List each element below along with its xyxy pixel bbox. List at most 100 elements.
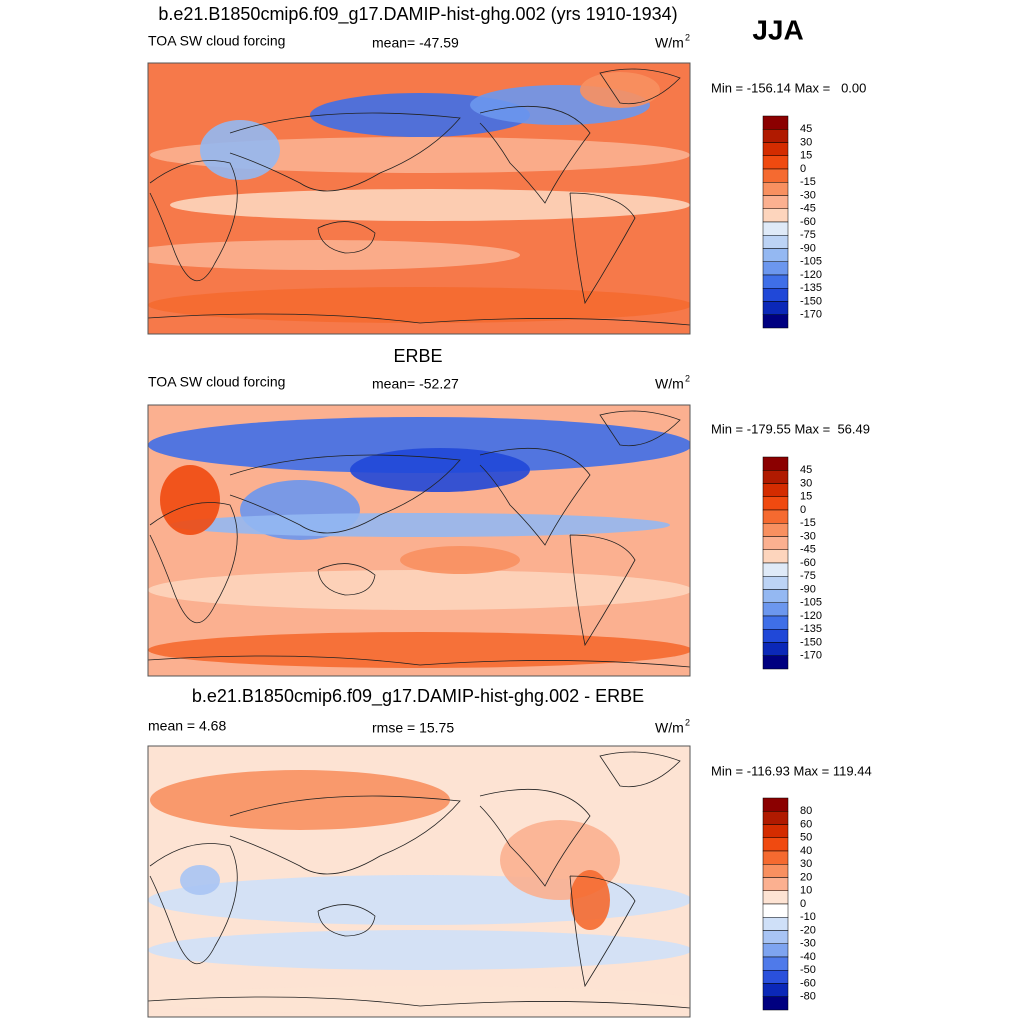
map-region	[180, 865, 220, 895]
colorbar-label: 30	[800, 858, 812, 870]
colorbar-label: -105	[800, 256, 822, 268]
map-region	[150, 137, 690, 173]
center-label: mean= -47.59	[372, 35, 459, 51]
coastline	[229, 795, 461, 875]
colorbar-box	[762, 301, 789, 315]
map-region	[350, 448, 530, 492]
colorbar-box	[762, 864, 789, 878]
colorbar-label: 45	[800, 123, 812, 135]
colorbar-box	[762, 576, 789, 590]
colorbar-label: -15	[800, 517, 816, 529]
min-max: Min = -179.55 Max = 56.49	[711, 421, 870, 436]
map-region	[148, 986, 690, 1014]
colorbar-box	[762, 168, 789, 183]
map-region	[148, 417, 690, 473]
colorbar-box	[762, 129, 789, 143]
colorbar-label: -150	[800, 636, 822, 648]
colorbar-box	[762, 221, 789, 236]
colorbar-label: -75	[800, 229, 816, 241]
colorbar-box	[762, 496, 789, 511]
coastline	[149, 502, 238, 624]
colorbar-label: -30	[800, 189, 816, 201]
colorbar-box	[762, 456, 789, 471]
coastline	[229, 454, 461, 534]
coastline	[317, 221, 376, 254]
map-region	[170, 189, 690, 221]
colorbar-box	[762, 261, 789, 276]
map-region	[160, 465, 220, 535]
colorbar-label: -45	[800, 203, 816, 215]
colorbar-label: 30	[800, 136, 812, 148]
colorbar-label: 0	[800, 504, 806, 516]
colorbar-label: -80	[800, 991, 816, 1003]
colorbar-box	[762, 483, 789, 497]
map-field	[148, 63, 690, 334]
colorbar-label: -75	[800, 570, 816, 582]
coastline	[569, 534, 636, 647]
colorbar-box	[762, 509, 789, 524]
colorbar-box	[762, 956, 789, 971]
coastline	[599, 68, 681, 105]
min-max: Min = -116.93 Max = 119.44	[711, 763, 872, 778]
colorbar-label: -105	[800, 597, 822, 609]
units-superscript: 2	[685, 717, 690, 727]
coastline	[479, 105, 591, 204]
coastline	[569, 875, 636, 988]
colorbar-box	[762, 235, 789, 249]
colorbar-box	[762, 115, 789, 130]
map-region	[400, 546, 520, 574]
colorbar-box	[762, 589, 789, 603]
map-region	[200, 120, 280, 180]
colorbar-label: -150	[800, 295, 822, 307]
map-frame	[147, 404, 691, 677]
units: W/m	[655, 720, 684, 736]
colorbar-label: -60	[800, 557, 816, 569]
colorbar-box	[762, 629, 789, 643]
colorbar-label: -40	[800, 951, 816, 963]
colorbar-box	[762, 797, 789, 812]
map-region	[148, 632, 690, 668]
colorbar-label: -90	[800, 583, 816, 595]
colorbar-box	[762, 903, 789, 918]
coastline	[148, 996, 690, 1009]
coastline	[479, 447, 591, 546]
colorbar-label: -135	[800, 282, 822, 294]
colorbar-label: -45	[800, 544, 816, 556]
coastline	[599, 410, 681, 447]
coastline	[569, 192, 636, 305]
panel-title: b.e21.B1850cmip6.f09_g17.DAMIP-hist-ghg.…	[158, 4, 677, 25]
panel-title: ERBE	[393, 346, 442, 366]
colorbar-label: 80	[800, 805, 812, 817]
colorbar-label: -30	[800, 938, 816, 950]
colorbar-box	[762, 811, 789, 825]
map-region	[580, 72, 660, 108]
colorbar-label: -170	[800, 309, 822, 321]
coastline	[148, 313, 690, 326]
colorbar-box	[762, 930, 789, 944]
map-region	[170, 513, 670, 537]
units-superscript: 2	[685, 32, 690, 42]
colorbar-label: -10	[800, 911, 816, 923]
map-frame	[147, 745, 691, 1018]
colorbar-label: -50	[800, 964, 816, 976]
center-label: rmse = 15.75	[372, 720, 454, 736]
center-label: mean= -52.27	[372, 376, 459, 392]
colorbar-box	[762, 877, 789, 891]
map-region	[148, 570, 690, 610]
map-region	[148, 930, 690, 970]
left-label: TOA SW cloud forcing	[148, 374, 285, 390]
map-field	[148, 746, 690, 1017]
coastline	[148, 655, 690, 668]
coastline	[317, 904, 376, 937]
colorbar-label: 10	[800, 885, 812, 897]
colorbar-label: -120	[800, 610, 822, 622]
panel-title: b.e21.B1850cmip6.f09_g17.DAMIP-hist-ghg.…	[192, 686, 644, 707]
colorbar-label: -90	[800, 242, 816, 254]
colorbar-label: -20	[800, 924, 816, 936]
left-label: TOA SW cloud forcing	[148, 33, 285, 49]
map-region	[148, 240, 520, 270]
colorbar-label: -30	[800, 530, 816, 542]
colorbar-label: -15	[800, 176, 816, 188]
colorbar-label: 0	[800, 163, 806, 175]
